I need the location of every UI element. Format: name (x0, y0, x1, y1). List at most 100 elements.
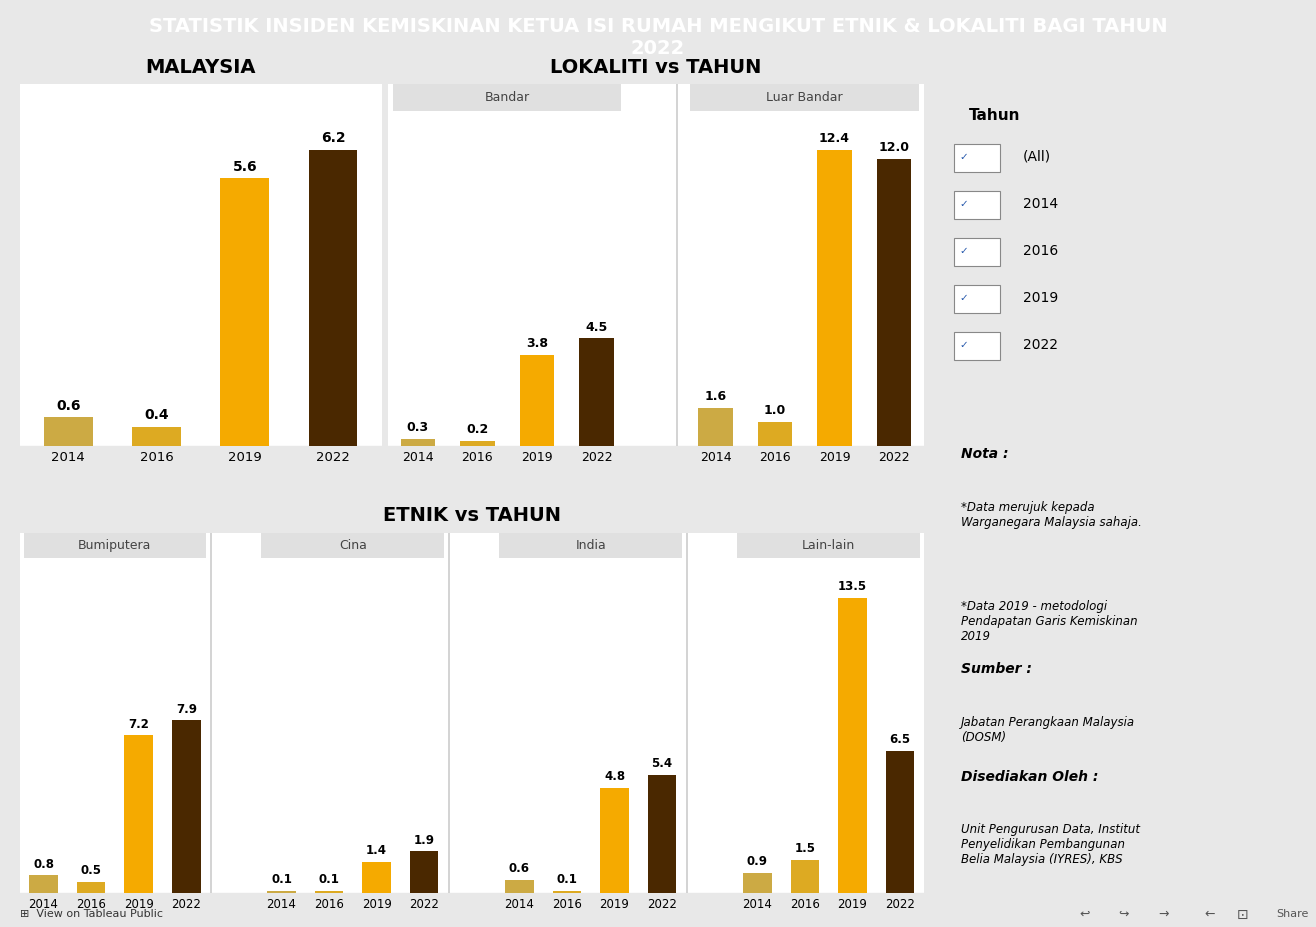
Text: 1.5: 1.5 (795, 843, 816, 856)
Text: Nota :: Nota : (961, 447, 1009, 462)
Text: 0.4: 0.4 (145, 408, 168, 422)
Bar (309, 149, 357, 446)
Bar (520, 355, 554, 446)
Text: 6.5: 6.5 (890, 733, 911, 746)
Text: 0.5: 0.5 (80, 864, 101, 877)
Bar (838, 598, 867, 893)
Bar (315, 891, 343, 893)
Text: 0.6: 0.6 (57, 399, 80, 413)
Bar (362, 862, 391, 893)
Bar (132, 426, 180, 446)
Text: *Data 2019 - metodologi
Pendapatan Garis Kemiskinan
2019: *Data 2019 - metodologi Pendapatan Garis… (961, 600, 1138, 643)
Bar (505, 880, 534, 893)
FancyBboxPatch shape (954, 238, 1000, 266)
Text: 0.6: 0.6 (509, 862, 530, 875)
Text: Cina: Cina (340, 540, 367, 552)
Text: 0.8: 0.8 (33, 857, 54, 870)
Bar (600, 788, 629, 893)
Text: 4.5: 4.5 (586, 321, 608, 334)
Text: ✓: ✓ (959, 340, 969, 350)
FancyBboxPatch shape (954, 286, 1000, 313)
Text: 1.4: 1.4 (366, 844, 387, 857)
FancyBboxPatch shape (954, 332, 1000, 361)
Text: 1.6: 1.6 (704, 390, 726, 403)
Text: ←: ← (1204, 908, 1215, 921)
Text: Bandar: Bandar (484, 92, 530, 105)
Bar (744, 873, 771, 893)
Bar (737, 533, 920, 558)
Text: ✓: ✓ (959, 199, 969, 210)
FancyBboxPatch shape (954, 144, 1000, 171)
Text: 0.2: 0.2 (466, 424, 488, 437)
Title: MALAYSIA: MALAYSIA (145, 58, 255, 77)
Text: 12.4: 12.4 (819, 132, 850, 145)
Text: ✓: ✓ (959, 247, 969, 256)
Text: Disediakan Oleh :: Disediakan Oleh : (961, 769, 1099, 783)
Text: Sumber :: Sumber : (961, 662, 1032, 676)
Text: India: India (575, 540, 607, 552)
Text: ⊞  View on Tableau Public: ⊞ View on Tableau Public (20, 909, 163, 920)
Text: ✓: ✓ (959, 293, 969, 303)
Bar (691, 84, 919, 111)
Text: 0.9: 0.9 (746, 856, 767, 869)
Bar (221, 178, 268, 446)
Text: 0.1: 0.1 (318, 873, 340, 886)
Text: 13.5: 13.5 (838, 580, 867, 593)
Bar (758, 422, 792, 446)
Bar (262, 533, 445, 558)
Text: 2016: 2016 (1023, 244, 1058, 259)
Bar (461, 441, 495, 446)
Text: Unit Pengurusan Data, Institut
Penyelidikan Pembangunan
Belia Malaysia (IYRES), : Unit Pengurusan Data, Institut Penyelidi… (961, 823, 1140, 867)
Bar (76, 882, 105, 893)
Text: 0.3: 0.3 (407, 421, 429, 434)
Bar (791, 860, 819, 893)
Text: 6.2: 6.2 (321, 131, 345, 145)
Title: LOKALITI vs TAHUN: LOKALITI vs TAHUN (550, 58, 762, 77)
Text: ↩: ↩ (1079, 908, 1090, 921)
Bar (409, 851, 438, 893)
Text: Lain-lain: Lain-lain (801, 540, 855, 552)
Text: 2019: 2019 (1023, 291, 1058, 305)
Bar (886, 751, 915, 893)
Text: 4.8: 4.8 (604, 770, 625, 783)
Text: 7.9: 7.9 (176, 703, 197, 716)
Text: 1.0: 1.0 (763, 404, 786, 417)
Text: 5.4: 5.4 (651, 757, 672, 770)
Bar (579, 338, 613, 446)
Text: Bumiputera: Bumiputera (78, 540, 151, 552)
Text: 0.1: 0.1 (557, 873, 578, 886)
Text: (All): (All) (1023, 150, 1051, 164)
Text: →: → (1158, 908, 1169, 921)
Bar (29, 875, 58, 893)
Text: ↪: ↪ (1119, 908, 1129, 921)
Bar (699, 408, 733, 446)
Text: Tahun: Tahun (969, 108, 1020, 123)
Text: ⊡: ⊡ (1237, 908, 1249, 921)
Bar (647, 775, 676, 893)
Text: 7.2: 7.2 (128, 717, 149, 730)
Text: Jabatan Perangkaan Malaysia
(DOSM): Jabatan Perangkaan Malaysia (DOSM) (961, 716, 1136, 744)
Text: 3.8: 3.8 (526, 337, 547, 350)
Text: 12.0: 12.0 (879, 142, 909, 155)
Bar (817, 149, 851, 446)
FancyBboxPatch shape (954, 191, 1000, 219)
Text: 1.9: 1.9 (413, 833, 434, 846)
Bar (400, 438, 436, 446)
Bar (43, 417, 92, 446)
Text: Share: Share (1277, 909, 1309, 920)
Bar (267, 891, 296, 893)
Text: Luar Bandar: Luar Bandar (766, 92, 844, 105)
Bar (553, 891, 582, 893)
Bar (125, 735, 153, 893)
Text: 5.6: 5.6 (233, 159, 257, 173)
Bar (393, 84, 621, 111)
Bar (24, 533, 207, 558)
Text: STATISTIK INSIDEN KEMISKINAN KETUA ISI RUMAH MENGIKUT ETNIK & LOKALITI BAGI TAHU: STATISTIK INSIDEN KEMISKINAN KETUA ISI R… (149, 17, 1167, 58)
Text: 2014: 2014 (1023, 197, 1058, 211)
Text: ETNIK vs TAHUN: ETNIK vs TAHUN (383, 506, 561, 525)
Bar (172, 720, 200, 893)
Text: 2022: 2022 (1023, 338, 1058, 352)
Bar (876, 159, 912, 446)
Text: *Data merujuk kepada
Warganegara Malaysia sahaja.: *Data merujuk kepada Warganegara Malaysi… (961, 501, 1142, 529)
Bar (499, 533, 682, 558)
